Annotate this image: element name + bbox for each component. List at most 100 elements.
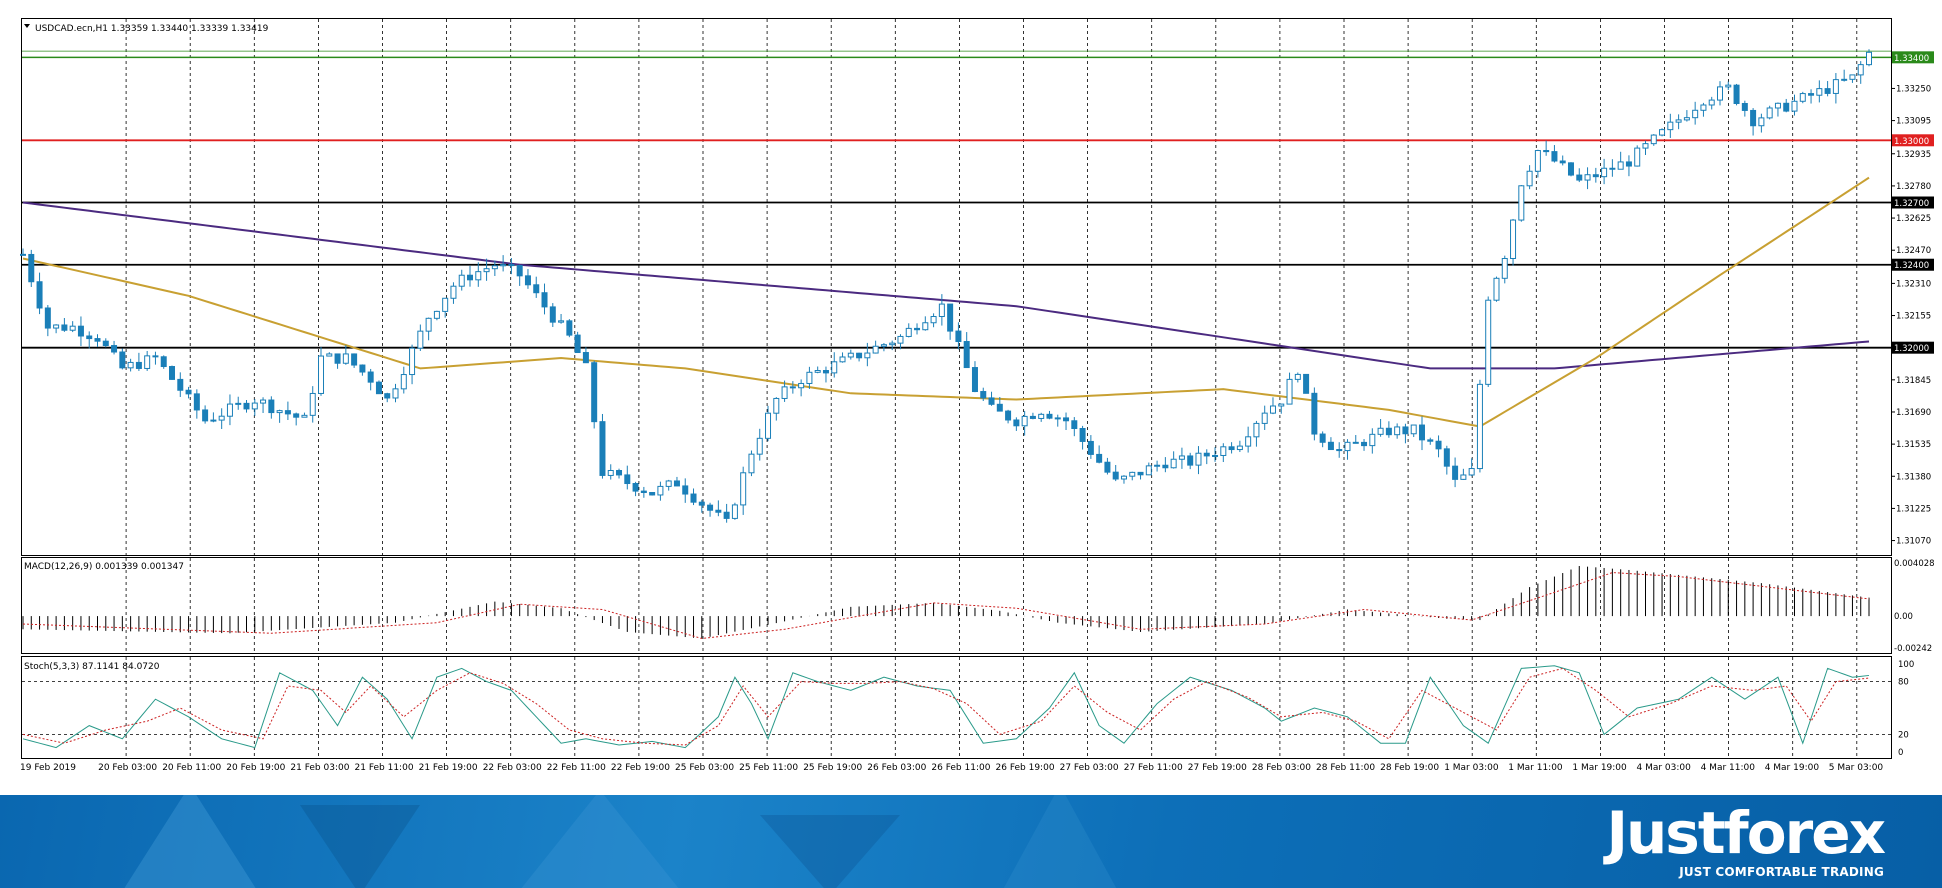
candle-body (1774, 102, 1781, 109)
horizontal-levels (22, 50, 1891, 349)
candle-body (1733, 84, 1740, 104)
price-tick-label: 1.33250 (1896, 84, 1931, 94)
level-tag-text: 1.32700 (1894, 199, 1929, 209)
candle-body (1071, 420, 1078, 429)
time-label: 22 Feb 03:00 (483, 763, 542, 773)
candle-body (1783, 102, 1790, 112)
candle-body (988, 397, 995, 405)
candle-body (1625, 161, 1632, 167)
candle-body (450, 285, 457, 299)
candle-body (897, 335, 904, 344)
symbol-info: USDCAD.ecn,H1 1.33359 1.33440 1.33339 1.… (35, 24, 269, 34)
candle-body (1584, 174, 1591, 181)
candle-body (773, 397, 780, 414)
candle-body (765, 412, 772, 439)
candle-body (1029, 415, 1036, 419)
candle-body (1112, 471, 1119, 480)
candle-body (1145, 465, 1152, 476)
candle-body (359, 364, 366, 373)
price-tick-label: 1.31535 (1896, 440, 1931, 450)
candle-body (996, 403, 1003, 412)
stoch-tick-label: 80 (1898, 678, 1909, 688)
candle-body (1501, 257, 1508, 279)
time-label: 20 Feb 19:00 (226, 763, 285, 773)
stoch-tick-label: 100 (1898, 660, 1914, 670)
candle-body (1245, 436, 1252, 447)
price-tick-label: 1.32470 (1896, 246, 1931, 256)
candle-body (839, 356, 846, 363)
candle-body (1799, 93, 1806, 102)
candle-body (756, 437, 763, 455)
candle-body (806, 371, 813, 384)
candle-body (417, 330, 424, 349)
brand-logo[interactable]: Justforex JUST COMFORTABLE TRADING (1606, 801, 1886, 879)
stoch-tick-label: 20 (1898, 730, 1909, 740)
candle-body (905, 327, 912, 337)
stoch-d-line (22, 667, 1870, 746)
candle-body (1303, 373, 1310, 394)
candle-body (971, 367, 978, 393)
candle-body (127, 361, 134, 369)
candle-body (491, 265, 498, 270)
candle-body (690, 493, 697, 503)
candle-body (384, 393, 391, 399)
candle-body (1452, 465, 1459, 480)
time-label: 4 Mar 19:00 (1765, 763, 1820, 773)
candle-body (574, 334, 581, 354)
candle-body (1808, 93, 1815, 96)
price-tick-label: 1.31225 (1896, 504, 1931, 514)
candle-body (342, 353, 349, 364)
candle-body (400, 374, 407, 390)
price-tick-label: 1.31070 (1896, 537, 1931, 547)
candle-body (1402, 426, 1409, 435)
candle-body (1609, 167, 1616, 170)
candle-body (1212, 454, 1219, 457)
candle-body (889, 342, 896, 346)
collapse-triangle-icon[interactable] (24, 24, 30, 28)
candle-body (1435, 440, 1442, 450)
time-label: 20 Feb 11:00 (162, 763, 221, 773)
candle-body (1493, 277, 1500, 301)
candle-body (649, 492, 656, 496)
candle-body (1096, 453, 1103, 463)
candle-body (1344, 441, 1351, 452)
candle-body (847, 352, 854, 358)
macd-info: MACD(12,26,9) 0.001339 0.001347 (24, 562, 184, 572)
time-label: 27 Feb 03:00 (1060, 763, 1119, 773)
candle-body (1601, 167, 1608, 178)
candle-body (541, 292, 548, 308)
candle-body (872, 345, 879, 354)
candle-body (980, 391, 987, 399)
candle-body (707, 504, 714, 511)
level-tag (1892, 258, 1934, 271)
candle-body (483, 268, 490, 273)
candle-body (152, 355, 159, 358)
candle-body (831, 361, 838, 374)
macd-tick-label: 0.004028 (1894, 559, 1935, 569)
candle-body (955, 330, 962, 343)
time-label: 22 Feb 11:00 (547, 763, 606, 773)
price-tick-label: 1.32625 (1896, 214, 1931, 224)
candle-body (1410, 424, 1417, 435)
candle-body (1394, 426, 1401, 436)
candle-body (1650, 134, 1657, 145)
time-label: 19 Feb 2019 (20, 763, 76, 773)
candle-body (1336, 449, 1343, 452)
candle-body (922, 322, 929, 331)
candle-body (665, 480, 672, 487)
candle-body (1038, 413, 1045, 419)
candle-body (533, 284, 540, 294)
stoch-pane (21, 656, 1892, 759)
candle-body (1319, 433, 1326, 443)
candle-body (77, 325, 84, 337)
moving-averages (22, 176, 1870, 428)
price-tick-label: 1.31690 (1896, 408, 1931, 418)
candle-body (1369, 433, 1376, 447)
time-label: 1 Mar 03:00 (1444, 763, 1499, 773)
candle-body (160, 356, 167, 368)
candle-body (119, 351, 126, 369)
candle-body (1195, 452, 1202, 466)
candle-body (624, 474, 631, 485)
candle-body (1054, 417, 1061, 420)
candle-body (1104, 461, 1111, 473)
